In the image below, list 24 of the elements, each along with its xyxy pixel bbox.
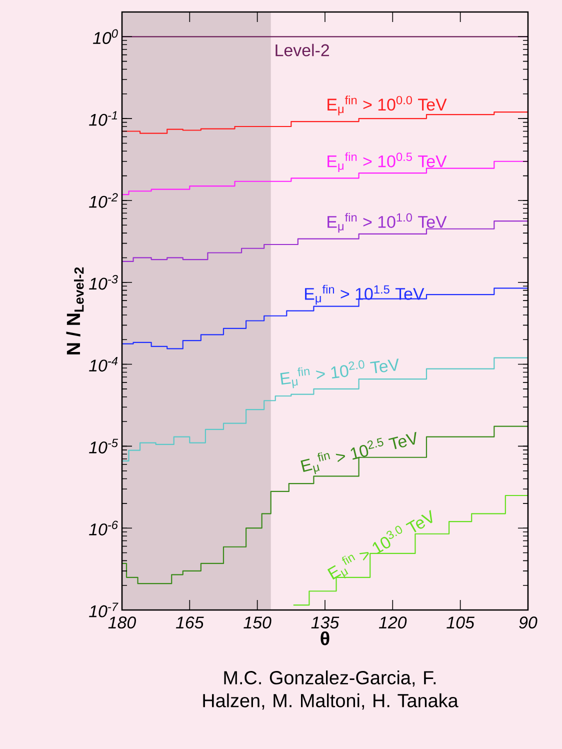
text: M.C. Gonzalez-Garcia, F. Halzen, M. Maltoni, H. Tanaka [203, 670, 458, 710]
y-tick-label: 10$^{-3}$ [89, 275, 118, 290]
y-tick-label: 10$^{-6}$ [89, 520, 118, 536]
x-tick-label: 105 [446, 616, 474, 629]
series-label: E$_{μ}$$^{fin}$ > 10$^{0.0}$ TeV [328, 96, 447, 116]
y-tick-label: 10$^{-2}$ [89, 193, 118, 208]
y-tick-label: 10$^{-4}$ [89, 356, 118, 372]
text: E$_{μ}$$^{fin}$ > 10$^{2.5}$ TeV [300, 432, 416, 474]
x-tick-label: 180 [108, 616, 136, 629]
y-axis-title: N / N$_{Level-2}$ [66, 267, 84, 354]
y-tick-label: 10$^{-7}$ [89, 602, 118, 618]
series-label: E$_{μ}$$^{fin}$ > 10$^{1.0}$ TeV [328, 212, 447, 233]
series-label: Level-2 [276, 44, 329, 56]
text: E$_{μ}$$^{fin}$ > 10$^{2.0}$ TeV [280, 358, 399, 388]
y-tick-label: 10$^{-1}$ [89, 111, 117, 126]
x-tick-label: 165 [176, 616, 204, 629]
x-tick-label: 150 [244, 616, 272, 629]
series-label: E$_{μ}$$^{fin}$ > 10$^{0.5}$ TeV [328, 152, 447, 172]
y-tick-label: 10$^{-5}$ [89, 438, 118, 454]
x-tick-label: 90 [519, 616, 538, 629]
x-tick-label: 120 [378, 616, 407, 629]
x-axis-title: θ [320, 631, 330, 646]
y-tick-label: 10$^{0}$ [92, 29, 118, 44]
x-tick-label: 135 [311, 616, 340, 629]
